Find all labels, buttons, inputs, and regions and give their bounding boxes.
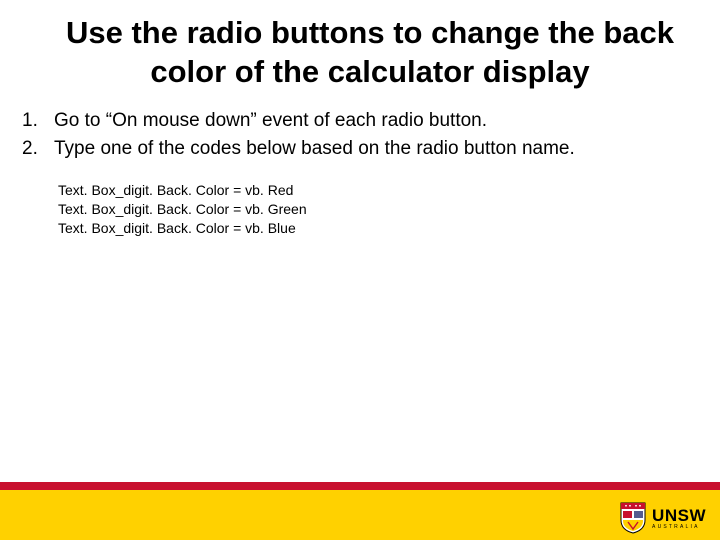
unsw-logo-text: UNSW AUSTRALIA bbox=[652, 507, 706, 530]
code-block: Text. Box_digit. Back. Color = vb. Red T… bbox=[58, 181, 690, 238]
slide-body: Go to “On mouse down” event of each radi… bbox=[20, 108, 690, 238]
instruction-list: Go to “On mouse down” event of each radi… bbox=[20, 108, 690, 161]
unsw-logo: UNSW AUSTRALIA bbox=[620, 502, 706, 534]
logo-main-text: UNSW bbox=[652, 507, 706, 524]
code-line: Text. Box_digit. Back. Color = vb. Green bbox=[58, 200, 690, 219]
slide: Use the radio buttons to change the back… bbox=[0, 0, 720, 540]
unsw-crest-icon bbox=[620, 502, 646, 534]
slide-title: Use the radio buttons to change the back… bbox=[60, 14, 680, 92]
code-line: Text. Box_digit. Back. Color = vb. Red bbox=[58, 181, 690, 200]
list-item: Type one of the codes below based on the… bbox=[20, 136, 690, 162]
slide-footer: UNSW AUSTRALIA bbox=[0, 482, 720, 540]
footer-yellow-bar bbox=[0, 490, 720, 540]
footer-red-bar bbox=[0, 482, 720, 490]
logo-sub-text: AUSTRALIA bbox=[652, 525, 700, 530]
list-item: Go to “On mouse down” event of each radi… bbox=[20, 108, 690, 134]
code-line: Text. Box_digit. Back. Color = vb. Blue bbox=[58, 219, 690, 238]
